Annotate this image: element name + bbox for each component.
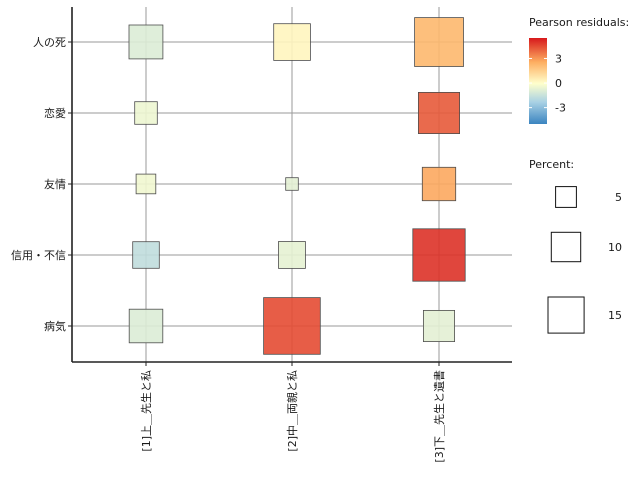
cell-square [135, 173, 157, 195]
cell-square [421, 166, 457, 202]
cell-square [128, 24, 164, 60]
size-key-square [547, 296, 585, 334]
percent-legend: Percent: 5 10 15 [529, 158, 622, 334]
row-label: 病気 [44, 319, 66, 333]
column-labels: [1]上＿先生と私 [2]中＿両親と私 [3]下＿先生と遺書 [139, 370, 446, 463]
cell-square [412, 228, 466, 282]
cell-square [278, 241, 306, 269]
residual-legend: Pearson residuals: 3 0 -3 [529, 16, 629, 124]
size-key-label: 5 [615, 191, 622, 204]
residual-legend-title: Pearson residuals: [529, 16, 629, 29]
cell-square [417, 92, 460, 135]
colorbar-tick-label: 3 [555, 52, 562, 65]
percent-legend-title: Percent: [529, 158, 574, 171]
cell-square [273, 23, 311, 61]
cell-square [134, 101, 158, 125]
cell-square [285, 177, 299, 191]
axes [68, 7, 512, 366]
cell-square [263, 297, 321, 355]
cell-square [414, 17, 464, 67]
row-label: 友情 [44, 177, 66, 191]
size-key-label: 10 [608, 241, 622, 254]
row-label: 信用・不信 [11, 249, 66, 262]
cell-square [128, 308, 164, 344]
size-key-label: 15 [608, 309, 622, 322]
size-key-square [555, 186, 577, 208]
residual-colorbar [529, 38, 547, 124]
cell-square [422, 309, 455, 342]
size-key-square [550, 231, 582, 263]
column-label: [1]上＿先生と私 [139, 370, 153, 452]
column-label: [3]下＿先生と遺書 [432, 370, 446, 463]
row-label: 人の死 [33, 36, 66, 49]
column-label: [2]中＿両親と私 [286, 370, 299, 452]
colorbar-tick-label: -3 [555, 102, 566, 115]
cell-square [132, 241, 160, 269]
row-label: 恋愛 [44, 106, 66, 120]
colorbar-tick-label: 0 [555, 77, 562, 90]
cells [128, 17, 466, 355]
